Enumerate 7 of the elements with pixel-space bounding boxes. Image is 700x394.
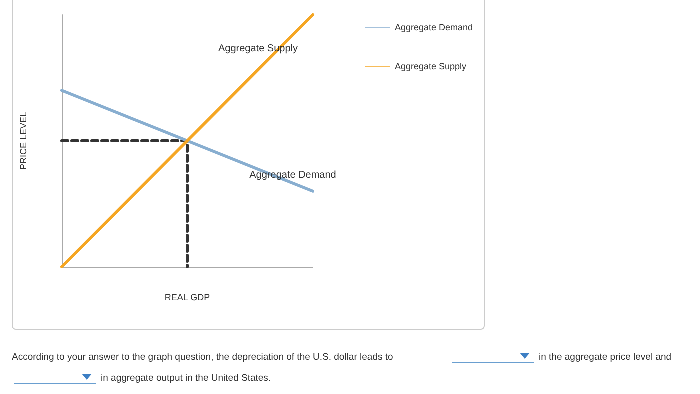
- legend-label: Aggregate Demand: [395, 22, 474, 32]
- text: in aggregate output in the United States.: [101, 373, 272, 384]
- x-axis-title: REAL GDP: [164, 292, 210, 302]
- text: in the aggregate price level and: [539, 352, 672, 363]
- legend-label: Aggregate Supply: [395, 62, 468, 72]
- text: According to your answer to the graph question, the depreciation of the U.S. dollar leads to: [12, 352, 394, 363]
- y-axis-title: PRICE LEVEL: [18, 112, 28, 170]
